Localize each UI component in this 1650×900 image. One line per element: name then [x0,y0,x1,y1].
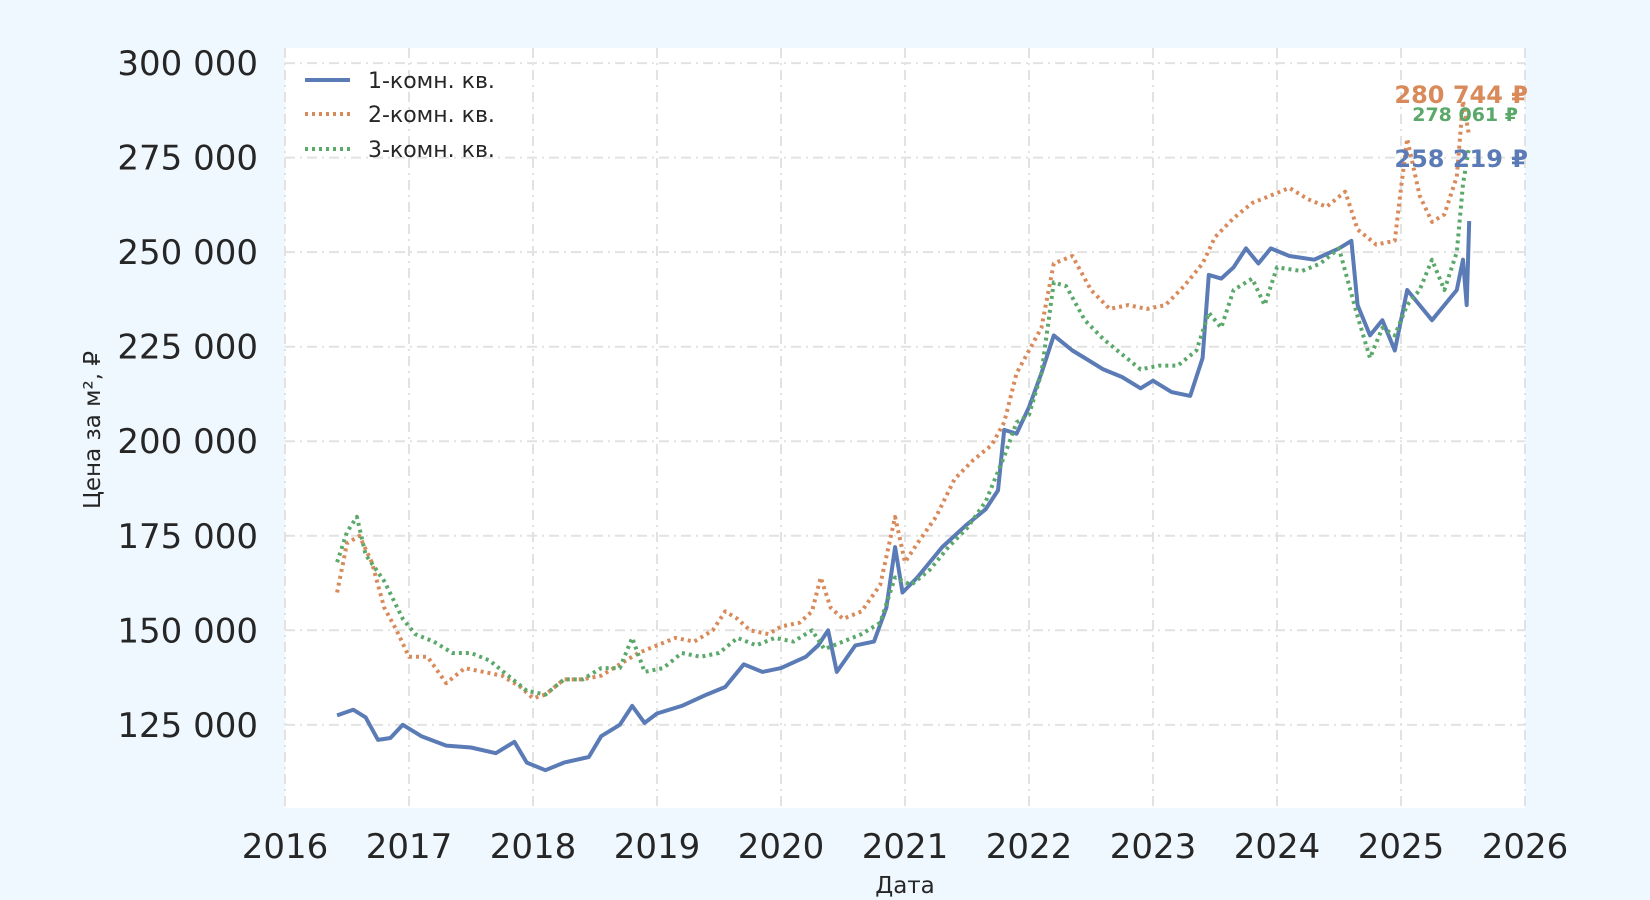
x-tick-label: 2016 [242,827,329,867]
x-tick-label: 2023 [1110,827,1197,867]
end-value-labels: 258 219 ₽ 280 744 ₽278 061 ₽ [1394,81,1528,173]
y-tick-label: 225 000 [117,328,258,368]
series-line-3 [335,145,1472,697]
y-tick-label: 200 000 [117,422,258,462]
x-axis-label: Дата [875,873,935,899]
y-tick-label: 175 000 [117,517,258,557]
x-tick-label: 2022 [986,827,1073,867]
end-label-3: 278 061 ₽ [1412,104,1518,126]
legend-label-2: 2-комн. кв. [368,103,495,128]
y-tick-label: 300 000 [117,44,258,84]
x-tick-label: 2025 [1358,827,1445,867]
grid-lines [284,48,1526,808]
y-tick-label: 150 000 [117,611,258,651]
legend-label-3: 3-комн. кв. [368,138,495,163]
legend-label-1: 1-комн. кв. [368,69,495,94]
end-label-1: 258 219 ₽ [1394,145,1528,173]
y-tick-label: 250 000 [117,233,258,273]
x-tick-labels: 2016 2017 2018 2019 2020 2021 2022 2023 2024 2025… [242,827,1569,867]
x-tick-label: 2020 [738,827,825,867]
y-axis-label: Цена за м², ₽ [80,351,106,509]
series-lines [335,98,1472,773]
x-tick-label: 2024 [1234,827,1321,867]
x-tick-label: 2026 [1482,827,1569,867]
x-tick-label: 2021 [862,827,949,867]
y-tick-labels: 125 000 150 000 175 000 200 000 225 000 250 0… [117,44,258,746]
x-tick-label: 2017 [366,827,453,867]
y-tick-label: 275 000 [117,139,258,179]
legend: 1-комн. кв. 2-комн. кв. 3-комн. кв. [305,69,495,163]
x-tick-label: 2018 [490,827,577,867]
x-tick-label: 2019 [614,827,701,867]
end-label-2: 280 744 ₽ [1394,81,1528,109]
y-tick-label: 125 000 [117,706,258,746]
